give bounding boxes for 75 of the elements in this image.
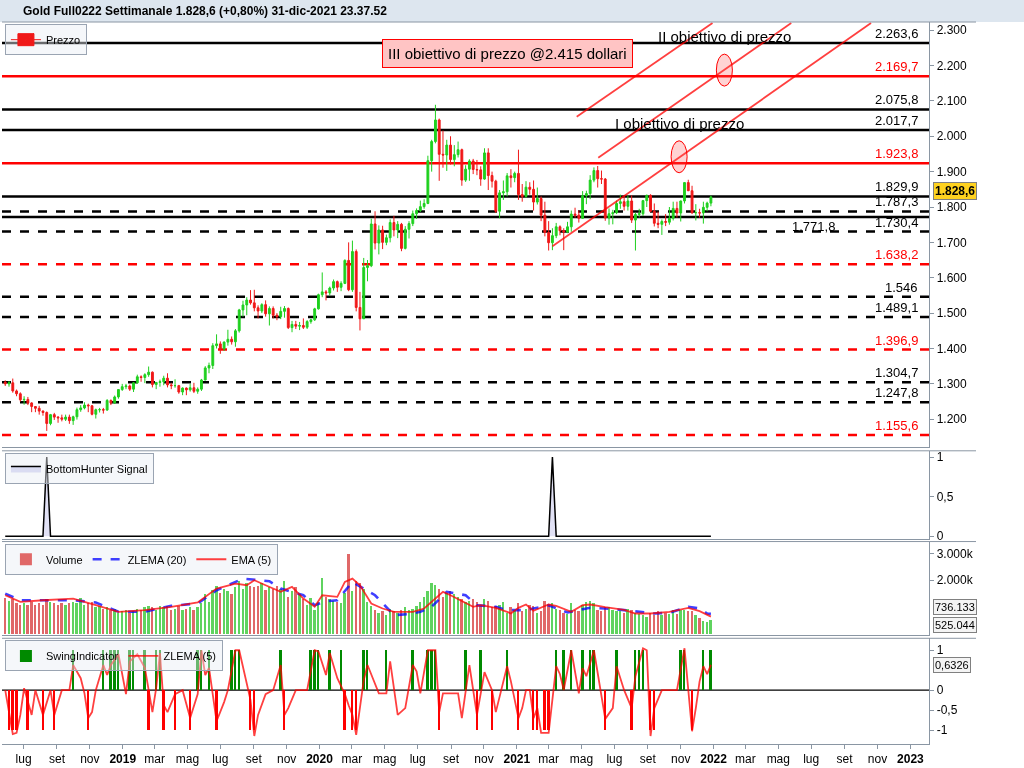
ref-line-label: 1.787,3: [875, 194, 919, 209]
x-tick-label: set: [639, 752, 657, 767]
y-tick-label: -1: [936, 723, 948, 738]
y-tick-label: 2.100: [936, 94, 967, 109]
x-tick-label: nov: [867, 752, 888, 767]
x-tick-label: 2020: [306, 752, 334, 767]
x-tick-label: lug: [212, 752, 229, 767]
y-tick-label: 1.200: [936, 412, 967, 427]
x-tick-label: set: [48, 752, 66, 767]
y-tick-label: 1.600: [936, 270, 967, 285]
text: 736.133: [935, 601, 975, 613]
ref-line-label: 1.638,2: [875, 247, 919, 262]
y-tick-label: 0: [936, 683, 944, 698]
x-tick-label: mar: [538, 752, 559, 767]
x-tick-label: mag: [569, 752, 594, 767]
y-tick-label: 0,5: [936, 489, 954, 504]
x-tick-label: lug: [15, 752, 32, 767]
x-tick-label: mar: [144, 752, 165, 767]
x-tick-label: 2023: [897, 752, 925, 767]
x-tick-label: set: [443, 752, 460, 767]
x-tick-label: set: [245, 752, 263, 767]
legend-label: BottomHunter Signal: [45, 462, 148, 475]
x-tick-label: lug: [803, 752, 820, 767]
x-tick-label: mag: [175, 752, 200, 767]
legend-label: EMA (5): [231, 553, 272, 566]
x-tick-label: mar: [735, 752, 756, 767]
x-tick-label: nov: [474, 752, 494, 767]
ref-line-label: 1.396,9: [875, 333, 919, 348]
ref-line-label: 1.546: [885, 280, 918, 295]
y-tick-label: -0,5: [936, 703, 958, 718]
x-tick-label: mar: [341, 752, 363, 767]
x-tick-label: nov: [671, 752, 691, 767]
y-tick-label: 1.500: [936, 306, 967, 321]
legend-label: Volume: [45, 553, 83, 566]
ref-line-label: 1.730,4: [875, 215, 919, 230]
ref-line-label: 1.155,6: [875, 418, 919, 433]
y-tick-label: 2.300: [936, 23, 967, 38]
y-tick-label: 0: [936, 529, 944, 544]
legend-label: ZLEMA (20): [127, 553, 187, 566]
ref-line-label: 2.075,8: [875, 92, 919, 107]
y-tick-label: 2.000k: [936, 573, 974, 588]
x-tick-label: 2022: [700, 752, 728, 767]
x-tick-label: set: [836, 752, 854, 767]
ref-line-label: 1.489,1: [875, 300, 919, 315]
y-tick-label: 1.900: [936, 164, 967, 179]
y-tick-label: 1: [936, 643, 944, 658]
text: 1.828,6: [935, 184, 976, 198]
text: 0,6326: [935, 659, 969, 671]
x-tick-label: lug: [409, 752, 426, 767]
y-tick-label: 2.000: [936, 129, 967, 144]
y-tick-label: 1.700: [936, 235, 967, 250]
chart-title: Gold Full0222 Settimanale 1.828,6 (+0,80%) 31-dic-2021 23.37.52: [23, 4, 388, 18]
text: 525.044: [935, 619, 975, 631]
x-tick-label: lug: [606, 752, 623, 767]
x-tick-label: 2019: [109, 752, 137, 767]
x-tick-label: mag: [373, 752, 397, 767]
y-tick-label: 1.800: [936, 200, 967, 215]
ref-line-label: 2.017,7: [875, 113, 919, 128]
annotation: III obiettivo di prezzo @2.415 dollari: [388, 45, 627, 62]
ref-line-label: 2.263,6: [875, 26, 919, 41]
ref-line-label: 1.247,8: [875, 385, 919, 400]
ref-line-label: 1.829,9: [875, 179, 919, 194]
ref-line-label: 1.771,8: [792, 219, 836, 234]
y-tick-label: 1.400: [936, 341, 967, 356]
x-tick-label: 2021: [503, 752, 531, 767]
y-tick-label: 1: [936, 450, 944, 465]
ref-line-label: 1.304,7: [875, 365, 919, 380]
x-tick-label: nov: [80, 752, 100, 767]
ref-line-label: 2.169,7: [875, 59, 919, 74]
x-tick-label: mag: [766, 752, 790, 767]
ref-line-label: 1.923,8: [875, 146, 919, 161]
y-tick-label: 2.200: [936, 58, 967, 73]
x-tick-label: nov: [276, 752, 297, 767]
y-tick-label: 3.000k: [936, 546, 974, 561]
y-tick-label: 1.300: [936, 377, 967, 392]
